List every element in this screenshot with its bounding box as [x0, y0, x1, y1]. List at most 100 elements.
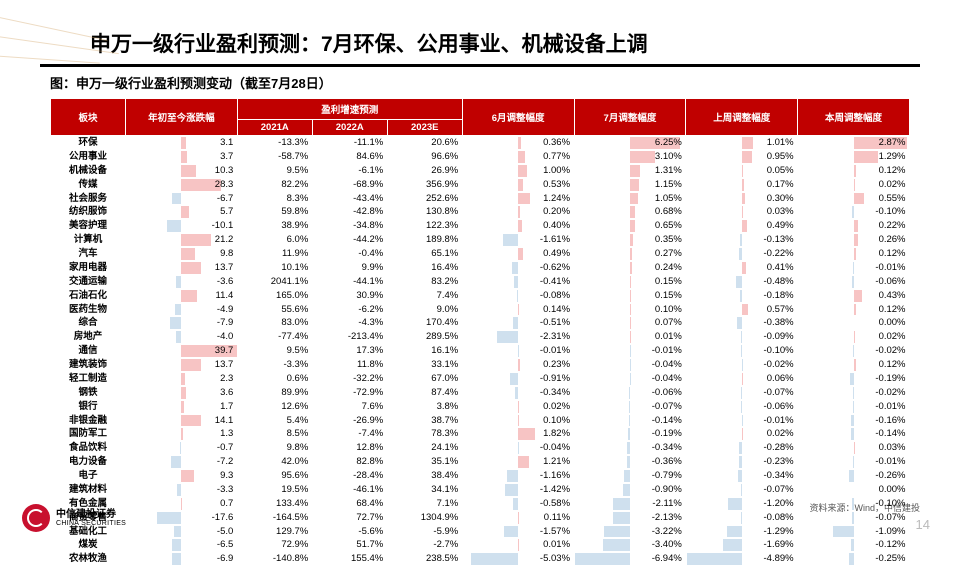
table-row: 纺织服饰5.759.8%-42.8%130.8%0.20%0.68%0.03%-…	[51, 205, 910, 219]
bar-cell: -0.19%	[574, 427, 686, 441]
bar-cell: 0.95%	[686, 150, 798, 164]
val-2021: 19.5%	[237, 483, 312, 497]
bar-cell: -0.07%	[686, 386, 798, 400]
bar-cell: 0.41%	[686, 261, 798, 275]
bar-cell: 1.21%	[462, 455, 574, 469]
bar-cell: 1.00%	[462, 164, 574, 178]
bar-cell: 1.31%	[574, 164, 686, 178]
bar-cell: 0.53%	[462, 178, 574, 192]
val-2023: 78.3%	[387, 427, 462, 441]
bar-cell: 13.7	[125, 358, 237, 372]
bar-cell: 21.2	[125, 233, 237, 247]
val-2022: -68.9%	[312, 178, 387, 192]
bar-cell: -0.06%	[798, 275, 910, 289]
val-2022: -34.8%	[312, 219, 387, 233]
table-row: 国防军工1.38.5%-7.4%78.3%1.82%-0.19%0.02%-0.…	[51, 427, 910, 441]
val-2022: 84.6%	[312, 150, 387, 164]
sector-name: 综合	[51, 316, 126, 330]
col-forecast-group: 盈利增速预测	[237, 99, 462, 120]
col-jul: 7月调整幅度	[574, 99, 686, 136]
val-2023: 170.4%	[387, 316, 462, 330]
table-row: 通信39.79.5%17.3%16.1%-0.01%-0.01%-0.10%-0…	[51, 344, 910, 358]
bar-cell: 0.23%	[462, 358, 574, 372]
bar-cell: -2.31%	[462, 330, 574, 344]
bar-cell: 0.68%	[574, 205, 686, 219]
bar-cell: -6.7	[125, 192, 237, 206]
table-row: 汽车9.811.9%-0.4%65.1%0.49%0.27%-0.22%0.12…	[51, 247, 910, 261]
bar-cell: -7.2	[125, 455, 237, 469]
sector-name: 美容护理	[51, 219, 126, 233]
bar-cell: 0.57%	[686, 303, 798, 317]
val-2023: 87.4%	[387, 386, 462, 400]
bar-cell: -0.01%	[798, 400, 910, 414]
bar-cell: -0.7	[125, 441, 237, 455]
bar-cell: 0.01%	[574, 330, 686, 344]
sector-name: 非银金融	[51, 414, 126, 428]
bar-cell: -0.08%	[462, 289, 574, 303]
bar-cell: 3.10%	[574, 150, 686, 164]
sector-name: 建筑装饰	[51, 358, 126, 372]
bar-cell: -6.9	[125, 552, 237, 566]
bar-cell: -4.9	[125, 303, 237, 317]
bar-cell: 0.02%	[798, 178, 910, 192]
bar-cell: 0.12%	[798, 303, 910, 317]
bar-cell: -0.06%	[686, 400, 798, 414]
val-2021: 9.5%	[237, 344, 312, 358]
bar-cell: 1.82%	[462, 427, 574, 441]
col-2021: 2021A	[237, 120, 312, 136]
bar-cell: 0.15%	[574, 289, 686, 303]
val-2021: 38.9%	[237, 219, 312, 233]
bar-cell: 0.02%	[798, 330, 910, 344]
bar-cell: 3.6	[125, 386, 237, 400]
bar-cell: 3.1	[125, 136, 237, 150]
bar-cell: -0.19%	[798, 372, 910, 386]
bar-cell: -3.3	[125, 483, 237, 497]
bar-cell: 5.7	[125, 205, 237, 219]
val-2022: 11.8%	[312, 358, 387, 372]
val-2021: 6.0%	[237, 233, 312, 247]
table-row: 交通运输-3.62041.1%-44.1%83.2%-0.41%0.15%-0.…	[51, 275, 910, 289]
sector-name: 环保	[51, 136, 126, 150]
table-row: 建筑装饰13.7-3.3%11.8%33.1%0.23%-0.04%-0.02%…	[51, 358, 910, 372]
sector-name: 钢铁	[51, 386, 126, 400]
table-row: 社会服务-6.78.3%-43.4%252.6%1.24%1.05%0.30%0…	[51, 192, 910, 206]
val-2023: 20.6%	[387, 136, 462, 150]
table-row: 房地产-4.0-77.4%-213.4%289.5%-2.31%0.01%-0.…	[51, 330, 910, 344]
val-2021: -58.7%	[237, 150, 312, 164]
table-row: 农林牧渔-6.9-140.8%155.4%238.5%-5.03%-6.94%-…	[51, 552, 910, 566]
val-2022: 155.4%	[312, 552, 387, 566]
bar-cell: 0.06%	[686, 372, 798, 386]
col-2022: 2022A	[312, 120, 387, 136]
val-2022: 12.8%	[312, 441, 387, 455]
bar-cell: -0.28%	[686, 441, 798, 455]
table-row: 非银金融14.15.4%-26.9%38.7%0.10%-0.14%-0.01%…	[51, 414, 910, 428]
bar-cell: -0.04%	[462, 441, 574, 455]
bar-cell: 0.49%	[686, 219, 798, 233]
bar-cell: 0.03%	[686, 205, 798, 219]
bar-cell: 0.17%	[686, 178, 798, 192]
bar-cell: -0.26%	[798, 469, 910, 483]
bar-cell: -0.01%	[798, 261, 910, 275]
val-2021: 59.8%	[237, 205, 312, 219]
bar-cell: -0.01%	[462, 344, 574, 358]
bar-cell: -0.13%	[686, 233, 798, 247]
val-2023: 65.1%	[387, 247, 462, 261]
bar-cell: 1.01%	[686, 136, 798, 150]
val-2021: 8.3%	[237, 192, 312, 206]
table-row: 环保3.1-13.3%-11.1%20.6%0.36%6.25%1.01%2.8…	[51, 136, 910, 150]
val-2023: 9.0%	[387, 303, 462, 317]
val-2023: 38.7%	[387, 414, 462, 428]
chart-subtitle: 图：申万一级行业盈利预测变动（截至7月28日）	[0, 67, 960, 98]
val-2022: 82.8%	[312, 455, 387, 469]
bar-cell: 0.02%	[462, 400, 574, 414]
bar-cell: 0.77%	[462, 150, 574, 164]
sector-name: 传媒	[51, 178, 126, 192]
bar-cell: -0.01%	[574, 344, 686, 358]
logo-en: CHINA SECURITIES	[56, 520, 126, 528]
col-lastwk: 上周调整幅度	[686, 99, 798, 136]
table-row: 综合-7.983.0%-4.3%170.4%-0.51%0.07%-0.38%0…	[51, 316, 910, 330]
val-2022: 51.7%	[312, 538, 387, 552]
bar-cell: 10.3	[125, 164, 237, 178]
val-2021: 8.5%	[237, 427, 312, 441]
val-2021: 9.5%	[237, 164, 312, 178]
